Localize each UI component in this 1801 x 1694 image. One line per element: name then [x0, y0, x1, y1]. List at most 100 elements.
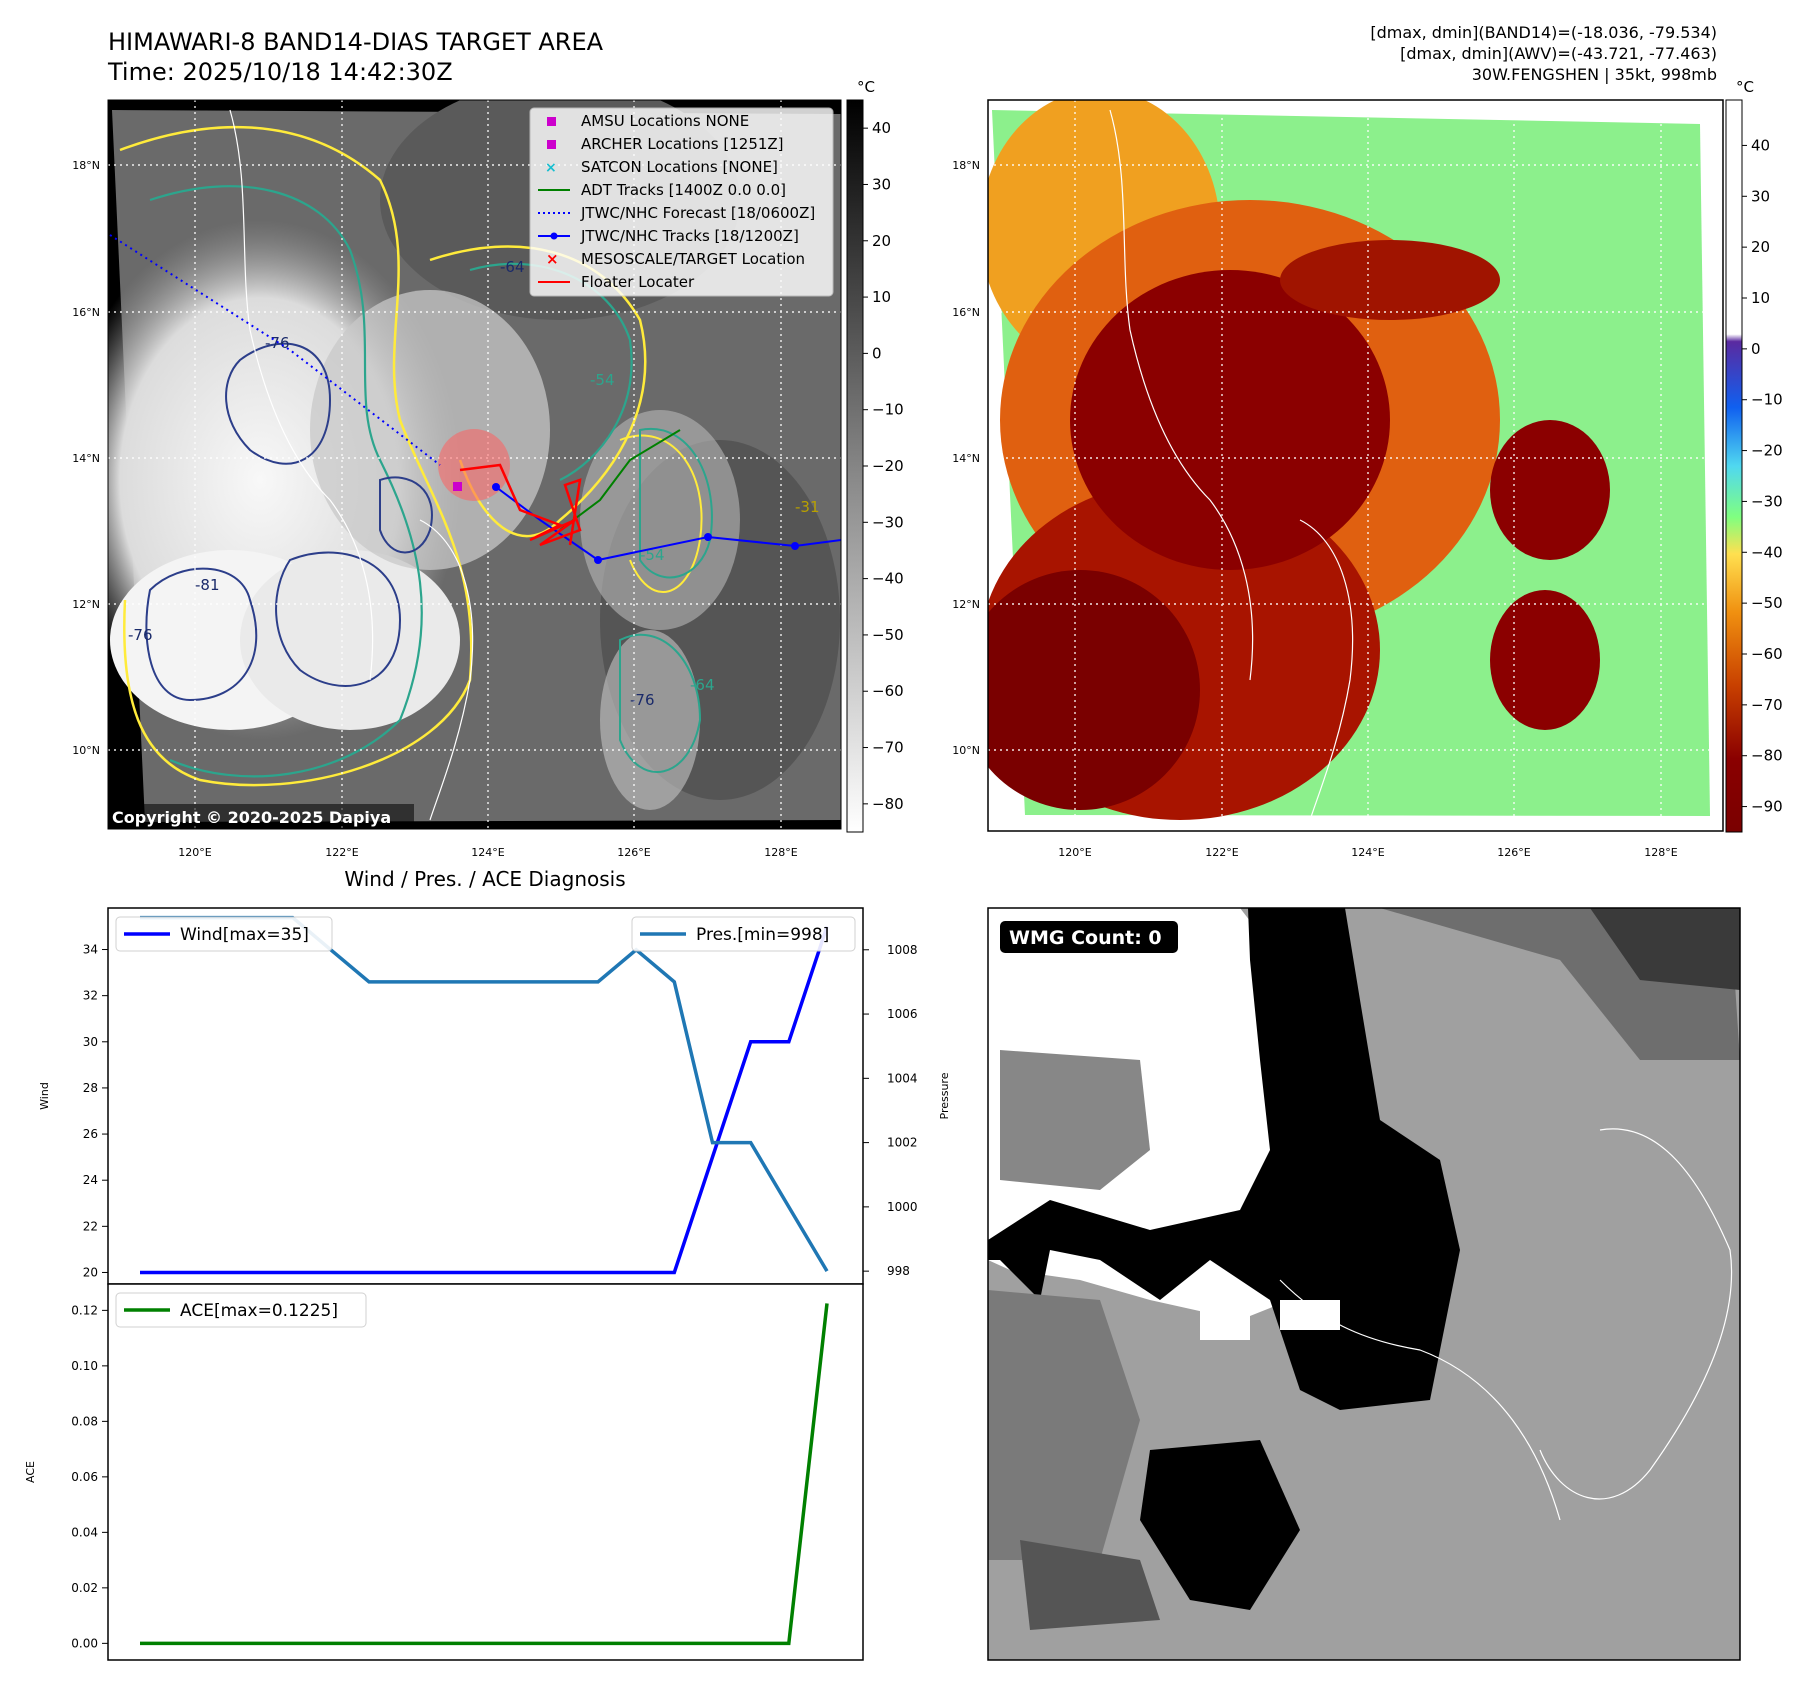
pressure-tick-label: 998 — [887, 1264, 910, 1278]
contour-yellow-1 — [119, 125, 473, 787]
ir-lon-122: 122°E — [325, 846, 358, 859]
jtwc-track-point — [704, 533, 712, 541]
wind-tick-label: 32 — [83, 989, 98, 1003]
ir-lon-128: 128°E — [764, 846, 797, 859]
awv-moist-band-ne — [1280, 240, 1500, 320]
wind-tick-label: 20 — [83, 1265, 98, 1279]
ir-colorbar-tick-label: 30 — [872, 175, 891, 193]
ir-colorbar: °C 40 30 20 10 0 −10 −20 −30 −40 −50 −60 −70 −80 — [846, 78, 904, 833]
legend-box — [529, 107, 834, 297]
ir-colorbar-tick-label: −70 — [872, 739, 904, 757]
awv-colorbar-tick-label: 10 — [1751, 289, 1770, 307]
legend-marker-satcon: × — [545, 160, 557, 176]
ir-colorbar-tick-label: −20 — [872, 457, 904, 475]
awv-lon-126: 126°E — [1497, 846, 1530, 859]
awv-colorbar-tick-label: 40 — [1751, 136, 1770, 154]
awv-colorbar-unit: °C — [1736, 78, 1754, 96]
archer-location-marker — [453, 482, 462, 491]
legend-item-adt: ADT Tracks [1400Z 0.0 0.0] — [581, 181, 786, 199]
wmg-frame — [987, 907, 1741, 1661]
wind-tick-label: 28 — [83, 1081, 98, 1095]
ir-lat-10: 10°N — [72, 744, 100, 757]
awv-lat-labels: 18°N 16°N 14°N 12°N 10°N — [952, 159, 980, 757]
awv-lon-124: 124°E — [1351, 846, 1384, 859]
pressure-tick-label: 1004 — [887, 1071, 918, 1085]
contour-yellow-3 — [619, 434, 703, 593]
wind-tick-label: 26 — [83, 1127, 98, 1141]
wmg-coastline-2 — [1279, 1279, 1561, 1521]
contour-label-1: -64 — [500, 258, 525, 276]
legend-item-floater: Floater Locater — [581, 273, 695, 291]
ace-chart-frame — [107, 1283, 864, 1661]
wind-tick-label: 34 — [83, 943, 98, 957]
wind-legend: Wind[max=35] — [115, 916, 333, 952]
ace-tick-label: 0.06 — [71, 1470, 98, 1484]
ace-tick-label: 0.08 — [71, 1414, 98, 1428]
wmg-black-region — [988, 908, 1460, 1410]
wind-legend-box — [115, 916, 333, 952]
awv-lat-16: 16°N — [952, 306, 980, 319]
contour-label-5: -81 — [195, 576, 220, 594]
ir-lon-124: 124°E — [471, 846, 504, 859]
legend-item-satcon: SATCON Locations [NONE] — [581, 158, 778, 176]
pressure-y-ticks: 998 1000 1002 1004 1006 1008 — [863, 943, 918, 1278]
wmg-black-region-south — [1140, 1440, 1300, 1610]
contour-label-9: -76 — [630, 691, 655, 709]
ace-series-line — [140, 1303, 829, 1646]
awv-moist-southeast — [1490, 590, 1600, 730]
copyright-bg — [108, 804, 414, 829]
map-legend: AMSU Locations NONE ARCHER Locations [12… — [529, 107, 834, 297]
wind-pressure-chart: Wind Pressure 20 22 24 26 28 30 32 34 998 1000 10… — [38, 907, 951, 1285]
wmg-gray-region-sw — [988, 1290, 1140, 1560]
awv-lat-14: 14°N — [952, 452, 980, 465]
awv-colorbar-tick-label: −90 — [1751, 798, 1783, 816]
awv-colorbar-tick-label: −10 — [1751, 391, 1783, 409]
coastline-visayas — [419, 519, 474, 821]
ir-lat-16: 16°N — [72, 306, 100, 319]
ir-colorbar-tick-label: 40 — [872, 119, 891, 137]
pressure-legend: Pres.[min=998] — [631, 916, 856, 952]
awv-lat-18: 18°N — [952, 159, 980, 172]
awv-lon-120: 120°E — [1058, 846, 1091, 859]
ace-legend: ACE[max=0.1225] — [115, 1292, 367, 1328]
ace-tick-label: 0.04 — [71, 1525, 98, 1539]
jtwc-track-point — [492, 483, 500, 491]
pressure-legend-box — [631, 916, 856, 952]
ace-legend-label: ACE[max=0.1225] — [180, 1301, 338, 1321]
awv-colorbar-tick-label: −30 — [1751, 492, 1783, 510]
legend-marker-mesoscale: × — [546, 250, 559, 268]
ace-axis-label: ACE — [24, 1461, 37, 1483]
ace-y-ticks: 0.00 0.02 0.04 0.06 0.08 0.10 0.12 — [71, 1303, 108, 1650]
ir-colorbar-ramp — [846, 99, 864, 833]
wmg-dark-region-sw — [1020, 1540, 1160, 1630]
jtwc-track-point — [594, 556, 602, 564]
awv-lon-122: 122°E — [1205, 846, 1238, 859]
contour-navy-4 — [379, 476, 433, 554]
wmg-white-hole-1 — [1200, 1300, 1250, 1340]
awv-moist-core-sw — [988, 570, 1200, 810]
awv-lon-labels: 120°E 122°E 124°E 126°E 128°E — [1058, 846, 1677, 859]
contour-label-6: -76 — [128, 626, 153, 644]
contour-teal-1 — [149, 185, 423, 778]
ir-colorbar-tick-label: 20 — [872, 232, 891, 250]
copyright-text: Copyright © 2020-2025 Dapiya — [112, 808, 391, 827]
ir-lon-120: 120°E — [178, 846, 211, 859]
contour-teal-4 — [619, 633, 702, 773]
contour-navy-3 — [225, 342, 332, 465]
awv-colorbar-tick-label: −80 — [1751, 747, 1783, 765]
ir-colorbar-tick-label: −40 — [872, 570, 904, 588]
ir-cloud-center — [310, 290, 550, 570]
ir-cloud-southeast — [600, 630, 700, 810]
ir-cold-core-2 — [240, 550, 460, 730]
ace-legend-box — [115, 1292, 367, 1328]
ace-tick-label: 0.12 — [71, 1303, 98, 1317]
wmg-coastline-1 — [1539, 1128, 1733, 1500]
legend-item-archer: ARCHER Locations [1251Z] — [581, 135, 784, 153]
contour-label-4: -31 — [795, 498, 820, 516]
coastline-luzon — [229, 109, 374, 681]
awv-map-panel — [987, 99, 1724, 832]
awv-lon-128: 128°E — [1644, 846, 1677, 859]
jtwc-track-point — [791, 542, 799, 550]
ace-tick-label: 0.10 — [71, 1359, 98, 1373]
